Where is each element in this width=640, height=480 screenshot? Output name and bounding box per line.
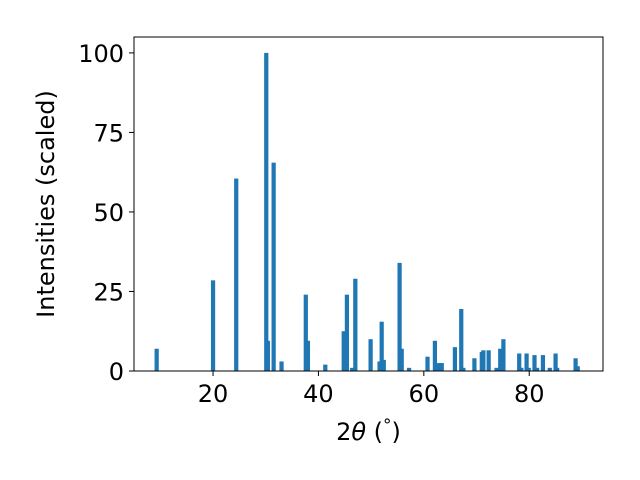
bar (399, 348, 404, 371)
bar (555, 367, 560, 371)
bar (486, 350, 491, 371)
bar (368, 339, 373, 371)
y-tick-label: 100 (78, 40, 124, 68)
bar (481, 350, 486, 371)
bar (472, 358, 477, 371)
bar (532, 355, 537, 371)
bar (344, 294, 350, 371)
bar (494, 367, 499, 371)
bar (279, 361, 284, 371)
x-tick-label: 60 (409, 380, 440, 408)
bar (535, 367, 540, 371)
bar (264, 52, 269, 372)
bars-group (154, 52, 580, 372)
bar (526, 367, 531, 371)
bar (547, 367, 552, 371)
bar (439, 363, 444, 371)
bar (452, 347, 458, 371)
bar (303, 294, 308, 371)
plot-frame (133, 36, 604, 372)
bar (517, 353, 522, 371)
x-tick-label: 80 (514, 380, 545, 408)
bar (498, 348, 503, 371)
x-axis-label: 2θ (°) (336, 416, 401, 446)
bar (406, 367, 412, 371)
bar (305, 340, 311, 371)
bar (210, 280, 216, 371)
y-tick-label: 25 (93, 278, 124, 306)
y-axis-label: Intensities (scaled) (32, 90, 60, 318)
bar (540, 355, 546, 371)
bar (379, 321, 384, 371)
y-tick-label: 50 (93, 199, 124, 227)
bar (154, 348, 159, 371)
bar (271, 162, 276, 371)
bar (501, 339, 506, 371)
y-tick-label: 75 (93, 119, 124, 147)
bar (432, 340, 438, 371)
bar (341, 331, 346, 371)
bar (437, 363, 442, 371)
x-axis-ticks: 20 40 60 80 (198, 371, 545, 408)
bar (353, 278, 358, 371)
bar (350, 367, 355, 371)
bar (265, 340, 270, 371)
bar (461, 367, 466, 371)
bar (381, 359, 386, 371)
bar (575, 366, 580, 371)
bar (397, 262, 402, 371)
x-tick-label: 40 (303, 380, 334, 408)
x-tick-label: 20 (198, 380, 229, 408)
bar (573, 358, 578, 371)
bar (234, 178, 239, 371)
bar (323, 364, 328, 371)
bar (519, 367, 524, 371)
bar (425, 356, 430, 371)
bar (459, 308, 464, 371)
bar (553, 353, 558, 371)
bar (524, 353, 529, 371)
y-tick-label: 0 (109, 358, 124, 386)
y-axis-ticks: 0 25 50 75 100 (78, 40, 134, 386)
